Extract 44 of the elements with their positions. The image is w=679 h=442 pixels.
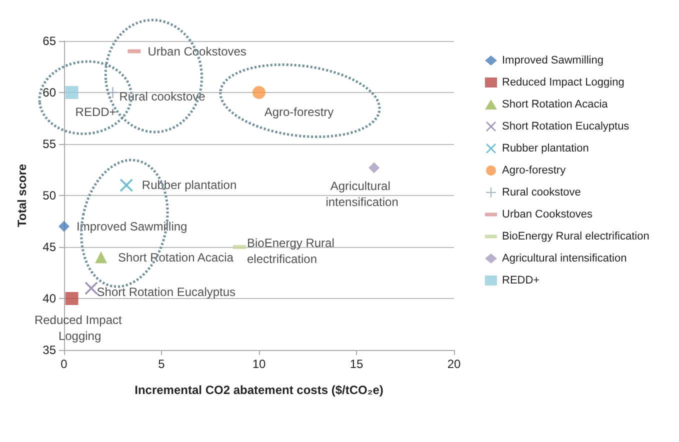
point [65,86,78,99]
legend-label: Urban Cookstoves [502,208,593,220]
y-tick-label: 50 [42,188,56,202]
legend-label: BioEnergy Rural electrification [502,230,650,242]
legend-label: Reduced Impact Logging [502,76,624,88]
y-tick-label: 60 [42,86,56,100]
point [120,178,133,192]
text: Agro-forestry [264,105,334,119]
point [252,86,266,99]
x-tick-label: 20 [447,357,461,371]
text: Rural cookstove [119,90,206,104]
text: REDD+ [75,105,116,119]
text: Rubber plantation [142,178,237,192]
point [368,162,380,174]
text: BioEnergy Rural electrification [247,236,334,266]
y-tick-label: 65 [42,34,56,48]
text: Short Rotation Acacia [118,250,234,264]
legend-label: REDD+ [502,274,540,286]
text: Urban Cookstoves [148,44,246,58]
x-tick-label: 10 [252,357,266,371]
legend-label: Short Rotation Eucalyptus [502,120,630,132]
x-tick-label: 15 [350,357,364,371]
legend-label: Rubber plantation [502,142,589,154]
text: Reduced Impact Logging [34,313,122,343]
legend-label: Rural cookstove [502,186,581,198]
text: Agricultural intensification [326,179,398,210]
x-tick-label: 0 [60,357,68,371]
legend-label: Agricultural intensification [502,252,627,264]
x-axis-title: Incremental CO2 abatement costs ($/tCO₂e) [134,383,384,397]
legend-label: Improved Sawmilling [502,54,604,66]
y-tick-label: 55 [42,137,56,151]
legend-label: Short Rotation Acacia [502,98,609,110]
y-tick-label: 40 [42,292,56,306]
point [84,282,98,295]
y-axis-title: Total score [15,164,29,228]
x-tick-label: 5 [158,357,166,371]
point [95,251,108,264]
y-tick-label: 45 [42,240,56,254]
y-tick-label: 35 [42,343,56,357]
legend-label: Agro-forestry [502,164,566,176]
point [58,220,70,232]
point [65,292,78,305]
text: Short Rotation Eucalyptus [96,285,236,300]
text: Improved Sawmilling [76,219,188,234]
